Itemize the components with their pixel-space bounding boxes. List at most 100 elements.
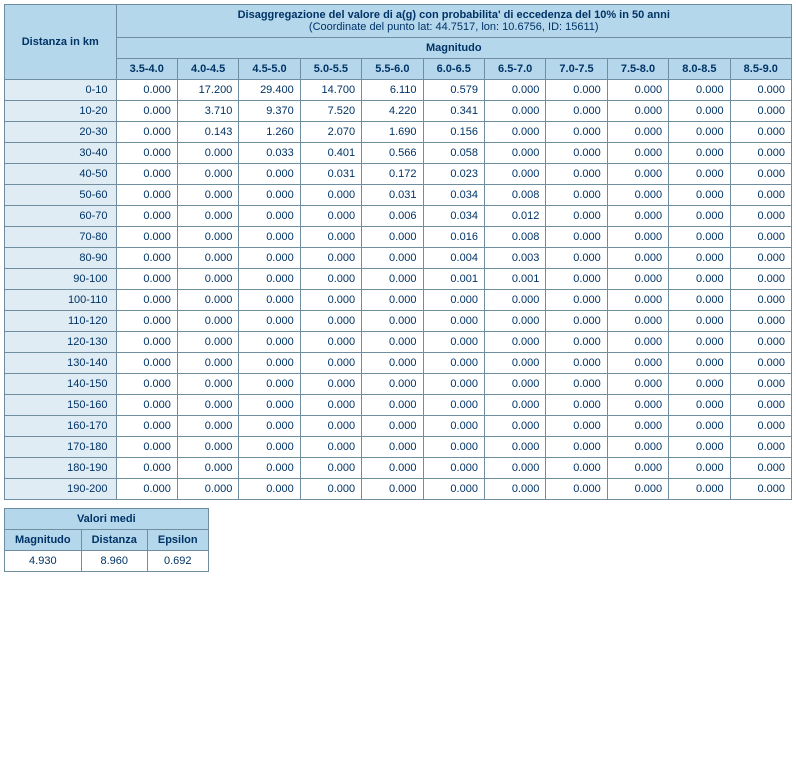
value-cell: 0.000 xyxy=(546,80,607,101)
value-cell: 0.000 xyxy=(607,80,668,101)
value-cell: 0.000 xyxy=(607,311,668,332)
distance-cell: 40-50 xyxy=(5,164,117,185)
value-cell: 0.000 xyxy=(546,416,607,437)
value-cell: 0.000 xyxy=(484,122,545,143)
value-cell: 0.000 xyxy=(239,353,300,374)
value-cell: 0.000 xyxy=(607,479,668,500)
value-cell: 0.000 xyxy=(239,311,300,332)
value-cell: 0.000 xyxy=(730,164,791,185)
value-cell: 0.000 xyxy=(730,143,791,164)
value-cell: 0.000 xyxy=(607,332,668,353)
value-cell: 2.070 xyxy=(300,122,361,143)
means-column-header: Epsilon xyxy=(147,530,208,551)
disaggregation-table: Distanza in km Disaggregazione del valor… xyxy=(4,4,792,500)
value-cell: 0.000 xyxy=(607,395,668,416)
value-cell: 0.000 xyxy=(116,311,177,332)
value-cell: 0.000 xyxy=(116,164,177,185)
value-cell: 0.000 xyxy=(177,269,238,290)
value-cell: 0.000 xyxy=(669,185,730,206)
value-cell: 0.004 xyxy=(423,248,484,269)
value-cell: 0.000 xyxy=(546,101,607,122)
value-cell: 0.000 xyxy=(546,185,607,206)
value-cell: 0.000 xyxy=(300,332,361,353)
value-cell: 0.000 xyxy=(546,353,607,374)
value-cell: 0.156 xyxy=(423,122,484,143)
value-cell: 0.579 xyxy=(423,80,484,101)
magnitude-header: 4.5-5.0 xyxy=(239,59,300,80)
value-cell: 0.000 xyxy=(177,206,238,227)
table-row: 0-100.00017.20029.40014.7006.1100.5790.0… xyxy=(5,80,792,101)
magnitude-header: 8.5-9.0 xyxy=(730,59,791,80)
value-cell: 0.000 xyxy=(669,164,730,185)
value-cell: 0.023 xyxy=(423,164,484,185)
value-cell: 0.000 xyxy=(669,290,730,311)
value-cell: 0.000 xyxy=(177,311,238,332)
value-cell: 0.000 xyxy=(669,374,730,395)
distance-cell: 100-110 xyxy=(5,290,117,311)
value-cell: 0.341 xyxy=(423,101,484,122)
value-cell: 0.000 xyxy=(177,332,238,353)
value-cell: 0.000 xyxy=(669,122,730,143)
value-cell: 0.000 xyxy=(607,164,668,185)
value-cell: 0.000 xyxy=(607,206,668,227)
value-cell: 0.000 xyxy=(484,437,545,458)
means-value: 4.930 xyxy=(5,551,82,572)
value-cell: 0.000 xyxy=(484,290,545,311)
value-cell: 0.000 xyxy=(669,416,730,437)
value-cell: 0.000 xyxy=(607,416,668,437)
value-cell: 0.000 xyxy=(546,143,607,164)
table-row: 30-400.0000.0000.0330.4010.5660.0580.000… xyxy=(5,143,792,164)
table-row: 70-800.0000.0000.0000.0000.0000.0160.008… xyxy=(5,227,792,248)
value-cell: 0.000 xyxy=(730,122,791,143)
value-cell: 0.000 xyxy=(239,395,300,416)
value-cell: 0.000 xyxy=(423,353,484,374)
value-cell: 0.000 xyxy=(546,479,607,500)
value-cell: 0.000 xyxy=(177,227,238,248)
value-cell: 0.000 xyxy=(116,416,177,437)
value-cell: 0.000 xyxy=(177,437,238,458)
value-cell: 4.220 xyxy=(362,101,423,122)
value-cell: 0.000 xyxy=(669,227,730,248)
value-cell: 0.000 xyxy=(669,458,730,479)
magnitude-header: 5.5-6.0 xyxy=(362,59,423,80)
value-cell: 0.000 xyxy=(239,290,300,311)
value-cell: 0.034 xyxy=(423,185,484,206)
value-cell: 1.260 xyxy=(239,122,300,143)
magnitude-header: 8.0-8.5 xyxy=(669,59,730,80)
magnitude-group-header: Magnitudo xyxy=(116,38,792,59)
value-cell: 0.000 xyxy=(730,437,791,458)
value-cell: 0.000 xyxy=(484,80,545,101)
magnitude-header: 4.0-4.5 xyxy=(177,59,238,80)
value-cell: 0.000 xyxy=(423,290,484,311)
value-cell: 0.000 xyxy=(484,332,545,353)
value-cell: 0.000 xyxy=(116,437,177,458)
value-cell: 0.000 xyxy=(730,395,791,416)
magnitude-header: 7.0-7.5 xyxy=(546,59,607,80)
value-cell: 0.000 xyxy=(730,374,791,395)
value-cell: 0.000 xyxy=(177,416,238,437)
distance-cell: 180-190 xyxy=(5,458,117,479)
value-cell: 0.000 xyxy=(730,416,791,437)
value-cell: 0.016 xyxy=(423,227,484,248)
value-cell: 0.000 xyxy=(423,332,484,353)
value-cell: 0.000 xyxy=(607,248,668,269)
value-cell: 0.000 xyxy=(239,416,300,437)
value-cell: 0.000 xyxy=(300,269,361,290)
value-cell: 0.000 xyxy=(484,458,545,479)
value-cell: 0.000 xyxy=(116,479,177,500)
table-title: Disaggregazione del valore di a(g) con p… xyxy=(238,9,670,21)
value-cell: 0.000 xyxy=(116,80,177,101)
value-cell: 0.000 xyxy=(607,227,668,248)
table-row: 100-1100.0000.0000.0000.0000.0000.0000.0… xyxy=(5,290,792,311)
value-cell: 0.401 xyxy=(300,143,361,164)
distance-header: Distanza in km xyxy=(5,5,117,80)
value-cell: 0.000 xyxy=(116,227,177,248)
value-cell: 0.000 xyxy=(116,395,177,416)
table-row: 170-1800.0000.0000.0000.0000.0000.0000.0… xyxy=(5,437,792,458)
value-cell: 0.000 xyxy=(362,416,423,437)
value-cell: 0.000 xyxy=(116,122,177,143)
value-cell: 0.000 xyxy=(239,479,300,500)
table-row: 150-1600.0000.0000.0000.0000.0000.0000.0… xyxy=(5,395,792,416)
value-cell: 0.000 xyxy=(546,290,607,311)
value-cell: 0.000 xyxy=(730,248,791,269)
